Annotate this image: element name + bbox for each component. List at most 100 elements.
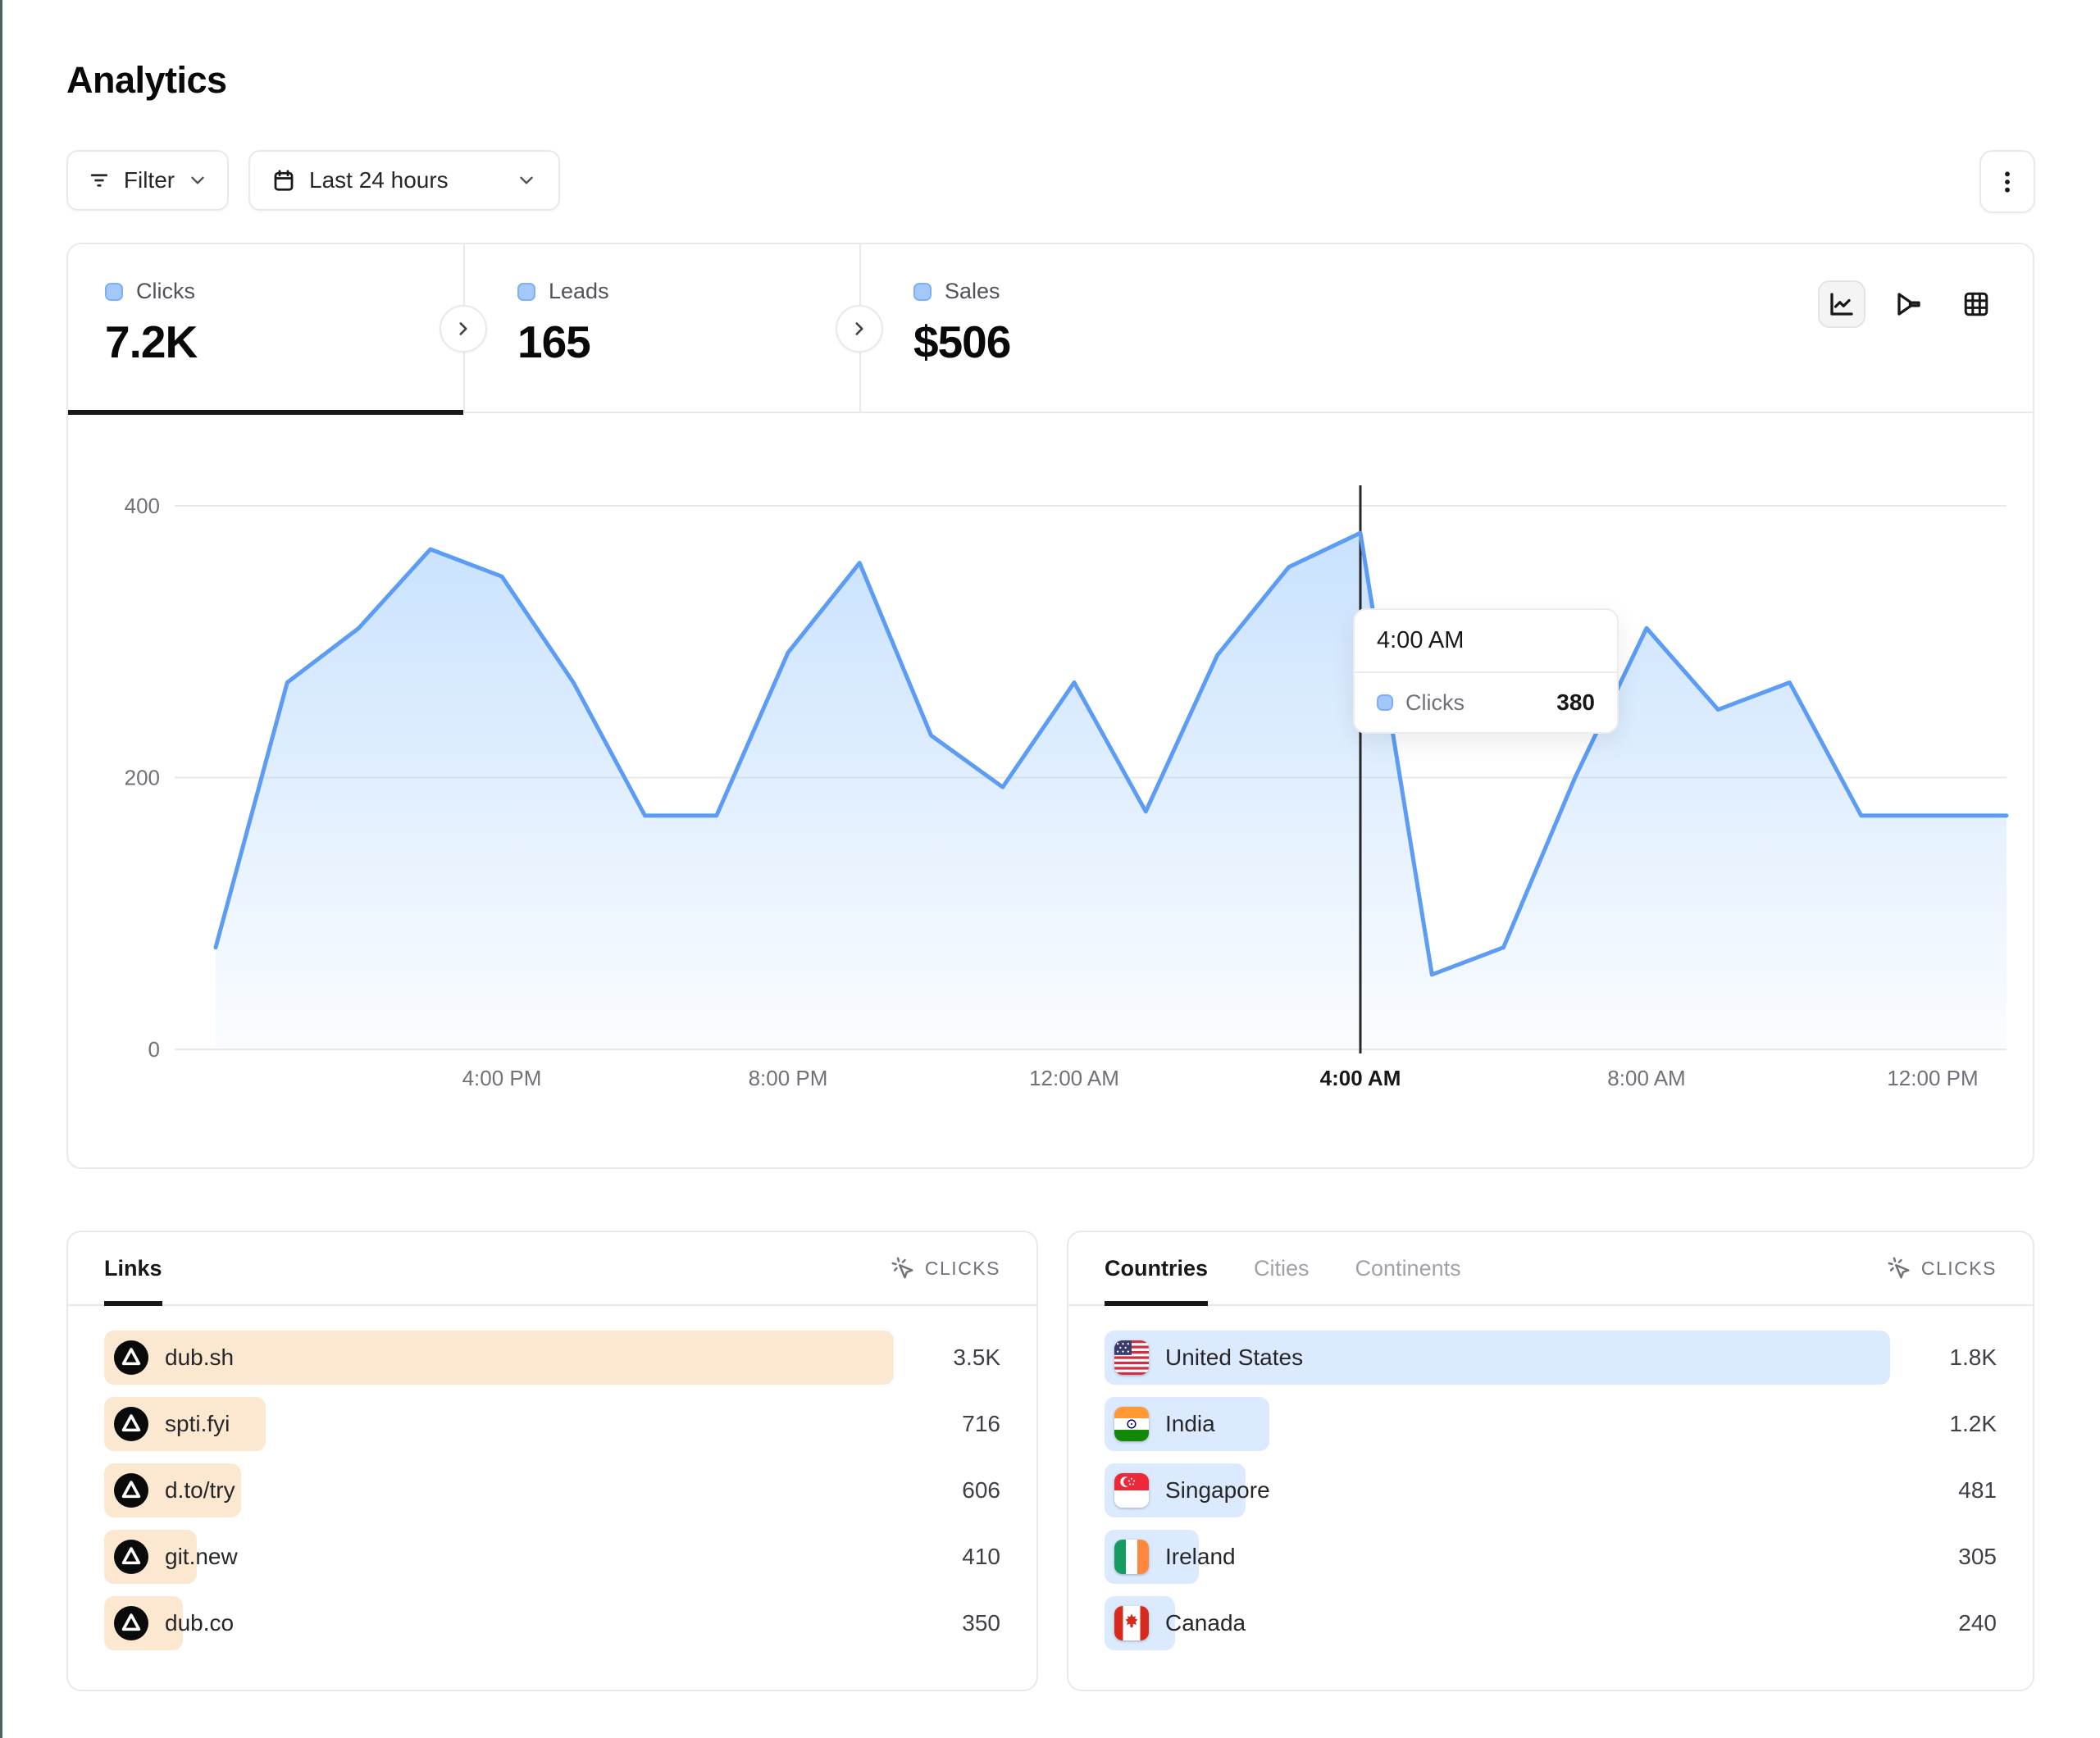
country-flag-icon [1114,1473,1149,1508]
stat-label: Clicks [136,279,195,303]
row-value: 350 [962,1610,1000,1636]
links-metric-selector[interactable]: CLICKS [891,1256,1000,1281]
country-row[interactable]: India 1.2K [1105,1397,1997,1451]
geo-metric-selector[interactable]: CLICKS [1887,1256,1997,1281]
y-axis-tick-label: 200 [125,766,160,790]
chart-view-toggles [1818,280,2000,328]
next-stat-button[interactable] [836,305,883,353]
cursor-click-icon [1887,1256,1911,1281]
tooltip-value: 380 [1556,689,1595,715]
tab-countries[interactable]: Countries [1105,1232,1209,1306]
table-view-button[interactable] [1952,280,2000,328]
funnel-view-button[interactable] [1885,280,1933,328]
row-value: 1.2K [1949,1411,1997,1436]
kebab-menu-icon [1995,168,2020,196]
stat-tab-clicks[interactable]: Clicks 7.2K [68,244,463,415]
dub-logo-icon [114,1540,148,1574]
row-label: India [1165,1411,1215,1436]
dub-logo-icon [114,1340,148,1375]
more-options-button[interactable] [1979,150,2035,213]
calendar-icon [271,168,296,193]
x-axis-tick-label: 12:00 AM [1029,1066,1119,1090]
leads-legend-chip [517,282,535,301]
dub-logo-icon [114,1606,148,1640]
links-list: dub.sh 3.5K spti.fyi 716 d.to/try 606 git.new 4… [68,1306,1036,1675]
bar-track [1105,1397,1890,1451]
dub-logo-icon [114,1473,148,1508]
line-chart-icon [1827,289,1856,319]
stat-label: Sales [945,279,1000,303]
chevron-down-icon [187,170,208,191]
stats-tabs-row: Clicks 7.2K Leads 165 Sales $506 [68,244,2033,415]
line-chart-view-button[interactable] [1818,280,1865,328]
tab-continents[interactable]: Continents [1355,1255,1461,1281]
row-content: spti.fyi [114,1397,230,1451]
funnel-icon [1894,289,1924,319]
stat-tab-sales[interactable]: Sales $506 [859,244,1253,413]
geo-metric-label: CLICKS [1920,1257,1997,1279]
date-range-label: Last 24 hours [309,167,449,193]
tooltip-series-label: Clicks [1405,689,1465,715]
countries-list: United States 1.8K India 1.2K Singapore 481 Ir… [1068,1306,2033,1675]
stat-value: 165 [517,316,591,367]
chevron-right-icon [849,318,870,339]
value-bar [104,1331,894,1385]
cursor-click-icon [891,1256,915,1281]
link-row[interactable]: git.new 410 [104,1530,1000,1584]
country-row[interactable]: United States 1.8K [1105,1331,1997,1385]
sales-legend-chip [913,282,932,301]
link-row[interactable]: spti.fyi 716 [104,1397,1000,1451]
country-row[interactable]: Ireland 305 [1105,1530,1997,1584]
chart-tooltip: 4:00 AM Clicks 380 [1353,608,1619,734]
x-axis-tick-label: 4:00 AM [1320,1066,1401,1090]
row-label: United States [1165,1344,1304,1370]
area-fill [216,533,2007,1049]
links-panel: Links CLICKS dub.sh 3.5K spti.fyi 716 d.to/t… [66,1231,1038,1691]
geo-panel: Countries Cities Continents CLICKS Unite… [1067,1231,2034,1691]
row-label: Ireland [1165,1544,1236,1569]
tooltip-time: 4:00 AM [1377,627,1465,653]
row-label: spti.fyi [165,1411,230,1436]
link-row[interactable]: dub.co 350 [104,1596,1000,1650]
analytics-card: Clicks 7.2K Leads 165 Sales $506 [66,243,2034,1169]
chevron-down-icon [516,170,537,191]
tab-cities[interactable]: Cities [1254,1255,1310,1281]
country-flag-icon [1114,1407,1149,1441]
page-title: Analytics [66,59,227,101]
x-axis-tick-label: 8:00 PM [749,1066,828,1090]
link-row[interactable]: dub.sh 3.5K [104,1331,1000,1385]
next-stat-button[interactable] [440,305,487,353]
dub-logo-icon [114,1407,148,1441]
country-flag-icon [1114,1340,1149,1375]
link-row[interactable]: d.to/try 606 [104,1463,1000,1517]
bar-track [104,1331,894,1385]
date-range-button[interactable]: Last 24 hours [248,150,560,211]
clicks-time-series-chart[interactable]: 0 200 400 4:00 PM 8:00 PM 12:00 AM 4:00 AM 8:00… [68,413,2033,1167]
row-value: 240 [1958,1610,1997,1636]
row-label: dub.sh [165,1344,235,1370]
geo-panel-header: Countries Cities Continents CLICKS [1068,1232,2033,1306]
x-axis-tick-label: 12:00 PM [1887,1066,1978,1090]
x-axis-tick-label: 8:00 AM [1607,1066,1685,1090]
filter-lines-icon [87,168,112,193]
clicks-series-line [213,530,2009,977]
row-content: git.new [114,1530,238,1584]
stat-tab-leads[interactable]: Leads 165 [463,244,859,413]
page-edge-accent [0,0,2,1738]
country-flag-icon [1114,1540,1149,1574]
row-value: 3.5K [953,1344,1000,1370]
row-label: d.to/try [165,1477,235,1503]
filter-button[interactable]: Filter [66,150,229,211]
chevron-right-icon [453,318,474,339]
row-content: Ireland [1114,1530,1236,1584]
stat-value: 7.2K [105,316,198,367]
row-value: 481 [1958,1477,1997,1503]
row-content: India [1114,1397,1215,1451]
stat-label: Leads [549,279,609,303]
country-row[interactable]: Canada 240 [1105,1596,1997,1650]
country-row[interactable]: Singapore 481 [1105,1463,1997,1517]
bar-track [1105,1331,1890,1385]
y-axis-tick-label: 400 [125,494,160,518]
tab-links[interactable]: Links [104,1232,162,1306]
